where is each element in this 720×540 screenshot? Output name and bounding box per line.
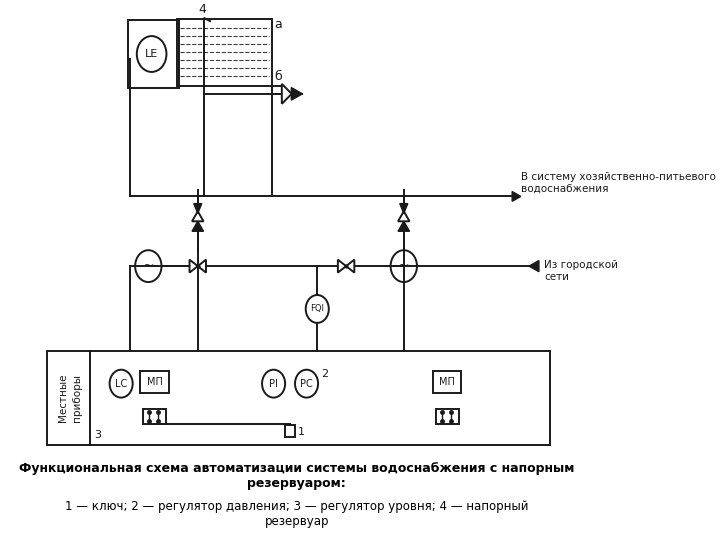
Text: ~: ~ bbox=[398, 259, 410, 273]
Polygon shape bbox=[198, 260, 206, 273]
Text: Из городской
сети: Из городской сети bbox=[544, 260, 618, 282]
Polygon shape bbox=[282, 84, 292, 104]
Polygon shape bbox=[192, 211, 204, 221]
Bar bbox=[47, 351, 549, 445]
Polygon shape bbox=[346, 260, 354, 273]
Text: МП: МП bbox=[147, 377, 163, 387]
Text: 3: 3 bbox=[94, 430, 102, 441]
Bar bbox=[433, 370, 462, 393]
Bar bbox=[436, 409, 459, 424]
Polygon shape bbox=[398, 211, 410, 221]
Text: МП: МП bbox=[439, 377, 455, 387]
Text: Местные
приборы: Местные приборы bbox=[58, 373, 81, 422]
Polygon shape bbox=[512, 192, 521, 201]
Bar bbox=[285, 426, 295, 437]
Polygon shape bbox=[292, 87, 302, 100]
Text: PI: PI bbox=[269, 379, 278, 389]
Text: В систему хозяйственно-питьевого
водоснабжения: В систему хозяйственно-питьевого водосна… bbox=[521, 172, 716, 193]
Text: 2: 2 bbox=[321, 369, 328, 379]
Text: ~: ~ bbox=[143, 259, 154, 273]
Text: a: a bbox=[274, 18, 282, 31]
Text: 4: 4 bbox=[198, 3, 206, 16]
Text: FQI: FQI bbox=[310, 305, 324, 313]
Polygon shape bbox=[529, 261, 539, 272]
Polygon shape bbox=[400, 204, 408, 213]
Bar bbox=[177, 19, 272, 86]
Text: PC: PC bbox=[300, 379, 313, 389]
Text: б: б bbox=[274, 70, 282, 83]
Bar bbox=[127, 20, 179, 88]
Text: 1: 1 bbox=[298, 428, 305, 437]
Polygon shape bbox=[192, 221, 204, 231]
Text: Функциональная схема автоматизации системы водоснабжения с напорным
резервуаром:: Функциональная схема автоматизации систе… bbox=[19, 462, 575, 490]
Polygon shape bbox=[194, 204, 202, 213]
Bar bbox=[140, 370, 169, 393]
Text: LE: LE bbox=[145, 49, 158, 59]
Polygon shape bbox=[189, 260, 198, 273]
Polygon shape bbox=[338, 260, 346, 273]
Text: LC: LC bbox=[115, 379, 127, 389]
Text: 1 — ключ; 2 — регулятор давления; 3 — регулятор уровня; 4 — напорный
резервуар: 1 — ключ; 2 — регулятор давления; 3 — ре… bbox=[65, 500, 528, 528]
Bar bbox=[143, 409, 166, 424]
Polygon shape bbox=[398, 221, 410, 231]
